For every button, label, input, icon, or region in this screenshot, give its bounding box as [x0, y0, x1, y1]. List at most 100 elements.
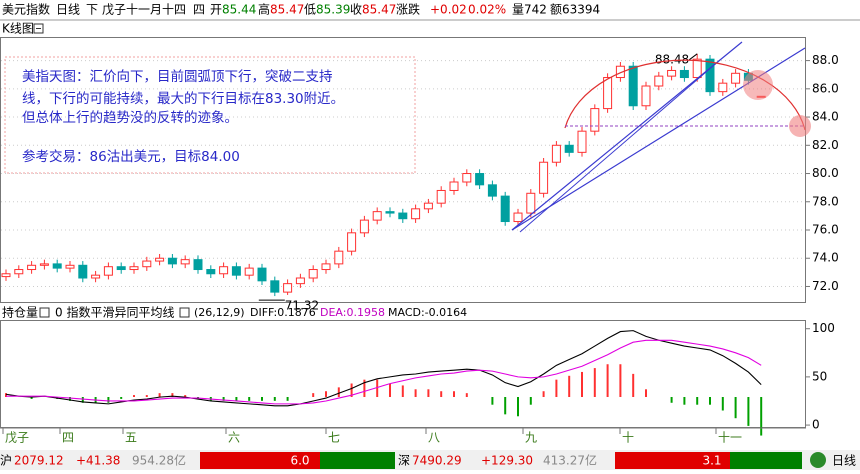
high: 85.47 — [270, 3, 304, 17]
y-tick-label: 84.0 — [812, 110, 839, 124]
price-panel: 72.0 74.0 76.0 78.0 80.0 82.0 84.0 86.0 88.0 88.4… — [1, 52, 839, 313]
candle-body — [615, 65, 625, 79]
month-label: 八 — [428, 431, 440, 445]
candle-body — [308, 269, 318, 279]
collapse-button[interactable] — [33, 23, 44, 34]
candle-body — [411, 208, 421, 220]
indicator-params: (26,12,9) — [194, 306, 245, 319]
y-tick-label: 76.0 — [812, 223, 839, 237]
low: 85.39 — [316, 3, 350, 17]
candle-body — [359, 219, 369, 234]
candle-body — [539, 161, 549, 194]
candle-body — [257, 267, 267, 282]
sz-label: 深 — [398, 454, 410, 468]
candle-body — [78, 264, 88, 279]
collapse-button[interactable] — [39, 307, 50, 318]
y-tick-label: 0 — [812, 418, 820, 432]
trend-line — [519, 59, 721, 233]
open: 85.44 — [222, 3, 256, 17]
highlight — [789, 115, 811, 137]
collapse-button[interactable] — [179, 307, 190, 318]
candle-body — [129, 266, 139, 271]
note-line: 但总体上行的趋势没的反转的迹象。 — [22, 110, 238, 126]
candle-body — [270, 280, 280, 293]
candle-body — [551, 144, 561, 163]
sz-ratio: 3.1 — [702, 454, 721, 468]
candle-body — [513, 212, 523, 223]
y-tick-label: 50 — [812, 369, 827, 383]
y-tick-label: 82.0 — [812, 138, 839, 152]
candle-body — [577, 130, 587, 153]
candle-body — [65, 264, 75, 269]
sz-down-bar — [730, 452, 802, 469]
y-tick-label: 78.0 — [812, 194, 839, 208]
candle-body — [347, 232, 357, 252]
sh-amount: 954.28亿 — [132, 453, 186, 468]
candle-body — [436, 189, 446, 204]
sh-down-bar — [320, 452, 395, 469]
y-tick-label: 100 — [812, 321, 835, 335]
candle-body — [487, 184, 497, 197]
trough-label: 71.32 — [285, 299, 319, 313]
candle-body — [603, 77, 613, 110]
note-line: 美指天图：汇价向下，目前圆弧顶下行，突破二支持 — [22, 68, 333, 85]
month-label: 十 — [622, 431, 634, 445]
month-label: 四 — [62, 431, 74, 445]
month-label: 九 — [525, 431, 537, 445]
candle-body — [103, 266, 113, 276]
sh-up-bar — [200, 452, 320, 469]
candle-body — [372, 211, 382, 221]
indicator-header: 持仓量 0 指数平滑异同平均线 (26,12,9) DIFF:0.1876 DE… — [2, 305, 467, 320]
candle-body — [334, 250, 344, 265]
low-label: 低 — [304, 3, 316, 17]
peak-pointer — [688, 53, 698, 61]
period: 日线 — [56, 3, 80, 17]
candle-body — [321, 263, 331, 271]
y-tick-label: 72.0 — [812, 279, 839, 293]
quote-header: 美元指数 日线 下 戊子十一月十四 四 开 85.44 高 85.47 低 85… — [2, 2, 600, 17]
month-label: 五 — [125, 431, 137, 445]
candle-body — [641, 85, 651, 107]
change: +0.02 — [430, 3, 467, 17]
price-frame — [0, 37, 806, 303]
note-box — [4, 56, 416, 174]
status-bar: 沪 2079.12 +41.38 954.28亿 6.0 深 7490.29 +… — [0, 450, 860, 470]
note: 美指天图：汇价向下，目前圆弧顶下行，突破二支持 线，下行的可能持续，最大的下行目… — [22, 68, 344, 165]
status-period[interactable]: 日线 — [832, 454, 856, 468]
candle-body — [27, 264, 37, 271]
close: 85.47 — [362, 3, 396, 17]
candle-body — [500, 195, 510, 223]
candle-body — [167, 257, 177, 265]
indicator-name: 持仓量 — [2, 305, 38, 320]
change-label: 涨跌 — [396, 2, 420, 17]
status-icon[interactable] — [810, 452, 826, 468]
candle-body — [731, 72, 741, 84]
panel-title: K线图 — [2, 22, 34, 36]
candle-body — [91, 274, 101, 279]
symbol: 美元指数 — [2, 2, 50, 17]
time-axis-labels: 戊子 四 五 六 七 八 九 十 十一 — [2, 428, 742, 445]
candle-body — [398, 212, 408, 220]
candle-body — [692, 58, 702, 79]
sh-change: +41.38 — [76, 454, 120, 468]
candle-body — [705, 58, 715, 93]
y-tick-label: 88.0 — [812, 53, 839, 67]
candle-body — [449, 181, 459, 191]
macd-value: MACD:-0.0164 — [388, 306, 467, 319]
note-line: 线，下行的可能持续，最大的下行目标在83.30附近。 — [22, 91, 344, 107]
volume: 量742 — [512, 3, 547, 17]
month-label: 六 — [228, 431, 240, 445]
candle-body — [1, 273, 11, 278]
date: 戊子十一月十四 — [102, 3, 186, 17]
candle-body — [295, 277, 305, 285]
candle-body — [526, 192, 536, 214]
candle-body — [385, 211, 395, 214]
arc-top — [564, 59, 806, 131]
trend-line — [511, 41, 743, 231]
candle-body — [667, 69, 677, 77]
sh-label: 沪 — [0, 454, 12, 468]
candle-body — [590, 108, 600, 132]
open-label: 开 — [210, 3, 222, 17]
candle-body — [423, 202, 433, 210]
